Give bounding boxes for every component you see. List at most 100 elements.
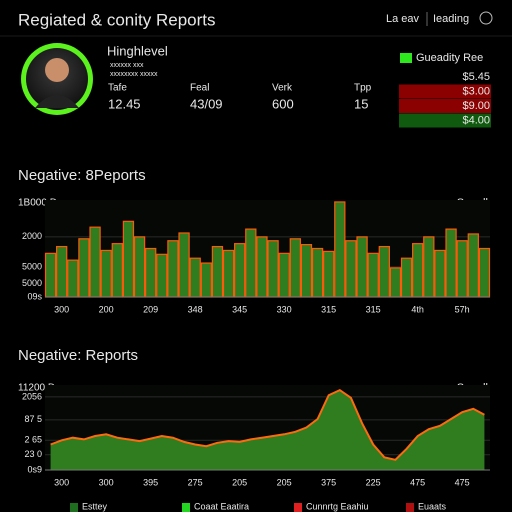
x-tick-label: 345 xyxy=(232,304,247,314)
x-tick-label: 275 xyxy=(188,477,203,487)
chart-title: Negative: Reports xyxy=(18,347,138,364)
y-tick-label: 5000 xyxy=(22,261,42,271)
legend-swatch xyxy=(294,503,302,512)
profile-subtitle: xxxxxxxx xxxxx xyxy=(110,71,158,78)
bar xyxy=(378,245,390,298)
x-tick-label: 209 xyxy=(143,304,158,314)
x-tick-label: 375 xyxy=(321,477,336,487)
x-tick-label: 315 xyxy=(321,304,336,314)
x-tick-label: 205 xyxy=(232,477,247,487)
bar xyxy=(300,244,313,298)
legend-label: Coaat Eaatira xyxy=(194,501,249,511)
stat-label: Tpp xyxy=(354,83,372,94)
legend-label: Euaats xyxy=(418,501,447,511)
x-tick-label: 225 xyxy=(366,477,381,487)
bar xyxy=(289,238,301,298)
bar xyxy=(445,228,457,298)
bar xyxy=(434,249,446,298)
y-tick-label: 2 65 xyxy=(24,435,42,445)
bar xyxy=(145,247,157,298)
x-tick-label: 315 xyxy=(366,304,381,314)
bar xyxy=(211,245,224,298)
bar xyxy=(122,220,135,298)
x-tick-label: 4th xyxy=(411,304,424,314)
line xyxy=(50,388,485,461)
bar xyxy=(256,236,268,298)
stat-value: 43/09 xyxy=(190,96,223,111)
stat-value: 600 xyxy=(272,96,294,111)
bar xyxy=(367,252,379,298)
y-tick-label: 5000 xyxy=(22,278,42,288)
x-tick-label: 205 xyxy=(277,477,292,487)
bar xyxy=(89,226,101,298)
bar xyxy=(234,243,246,298)
x-tick-label: 475 xyxy=(455,477,470,487)
area xyxy=(50,390,485,470)
side-panel: Gueadity Ree $5.45 $3.00 $9.00 $4.00 xyxy=(399,52,491,128)
bar xyxy=(167,240,179,298)
panel-title: Gueadity Ree xyxy=(416,52,483,64)
bar xyxy=(345,240,357,298)
stat-label: Tafe xyxy=(108,83,127,94)
y-tick-label: 23 0 xyxy=(24,449,42,459)
bar xyxy=(356,236,368,298)
bar xyxy=(67,259,79,298)
bar xyxy=(245,228,257,298)
bar xyxy=(133,236,146,298)
stats: Tafe 12.45 Feal 43/09 Verk 600 Tpp 15 xyxy=(108,83,372,112)
nav-link[interactable]: Ieading xyxy=(433,13,469,25)
chart-title: Negative: 8Peports xyxy=(18,167,146,184)
bar xyxy=(111,243,123,298)
bar xyxy=(456,240,468,298)
stat-value: 12.45 xyxy=(108,96,141,111)
bar xyxy=(311,247,324,298)
row-bar xyxy=(399,99,491,113)
bar xyxy=(412,243,424,298)
row-bar xyxy=(399,113,491,128)
legend-swatch xyxy=(70,503,78,512)
legend-label: Cunnrtg Eaahiu xyxy=(306,501,369,511)
x-tick-label: 300 xyxy=(54,304,69,314)
bar xyxy=(389,267,402,298)
stat-label: Verk xyxy=(272,83,293,94)
legend-swatch xyxy=(400,53,412,63)
bar xyxy=(267,240,279,298)
bar xyxy=(189,257,201,298)
bar xyxy=(178,232,190,298)
page-title: Regiated & conity Reports xyxy=(18,10,216,29)
row-bar xyxy=(399,84,491,99)
legend-swatch xyxy=(182,503,190,512)
row-value: $5.45 xyxy=(462,71,490,83)
row-value: $9.00 xyxy=(462,100,490,112)
x-tick-label: 475 xyxy=(410,477,425,487)
y-tick-label: 2000 xyxy=(22,231,42,241)
bar xyxy=(423,236,435,298)
legend-label: Esttey xyxy=(82,501,108,511)
row-value: $4.00 xyxy=(462,114,490,126)
x-tick-label: 200 xyxy=(99,304,114,314)
avatar-body xyxy=(35,95,79,108)
bar xyxy=(200,262,212,298)
x-tick-label: 395 xyxy=(143,477,158,487)
bar xyxy=(400,257,413,298)
profile-subtitle: xxxxxx xxx xyxy=(110,62,144,69)
bar xyxy=(156,253,168,298)
bar xyxy=(222,249,235,298)
x-tick-label: 330 xyxy=(277,304,292,314)
stat-label: Feal xyxy=(190,83,209,94)
bar xyxy=(44,252,57,298)
nav-link[interactable]: La eav xyxy=(386,13,420,25)
stat-value: 15 xyxy=(354,96,368,111)
bar xyxy=(278,252,290,298)
bar xyxy=(100,249,112,298)
x-tick-label: 348 xyxy=(188,304,203,314)
bar xyxy=(323,250,335,298)
y-tick-label: 09s xyxy=(27,291,42,301)
x-tick-label: 57h xyxy=(455,304,470,314)
settings-icon[interactable] xyxy=(479,11,493,25)
bar xyxy=(78,238,90,298)
legend: Esttey Coaat Eaatira Cunnrtg Eaahiu Euaats xyxy=(70,501,447,512)
profile-name: Hinghlevel xyxy=(107,43,168,58)
